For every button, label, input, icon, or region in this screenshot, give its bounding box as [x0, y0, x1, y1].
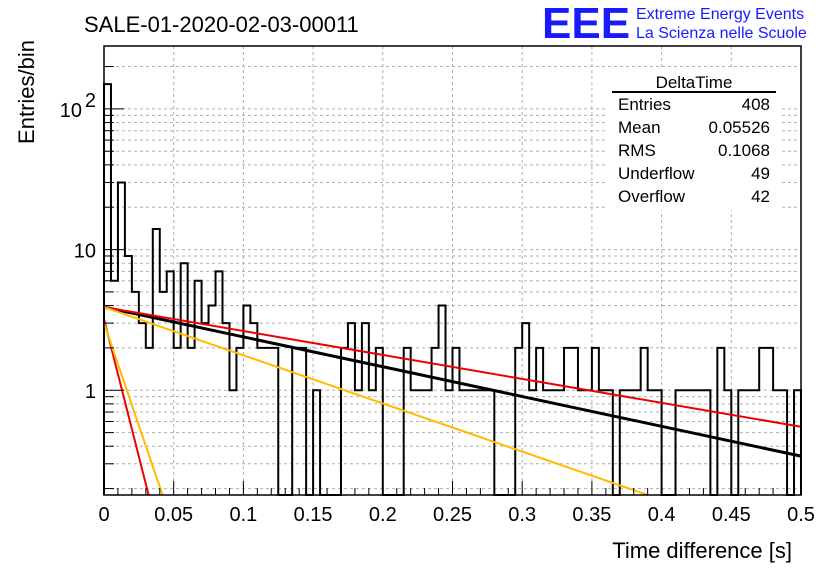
grid-lines [104, 46, 801, 495]
histogram [103, 83, 802, 496]
stats-box-background [606, 70, 782, 210]
logo-line1: Extreme Energy Events [636, 6, 804, 23]
x-tick-label: 0.5 [787, 504, 815, 526]
stats-value: 408 [742, 95, 770, 114]
x-tick-label: 0.45 [712, 504, 751, 526]
logo-line2: La Scienza nelle Scuole [636, 25, 807, 42]
stats-box: DeltaTime Entries 408 Mean 0.05526 RMS 0.1068… [606, 70, 782, 210]
stats-value: 0.05526 [709, 118, 770, 137]
fit-line [103, 306, 802, 428]
x-tick-label: 0.4 [648, 504, 676, 526]
y-axis-label: Entries/bin [14, 40, 39, 144]
stats-value: 49 [751, 164, 770, 183]
fit-line [103, 306, 648, 496]
stats-label: Entries [618, 95, 671, 114]
stats-name: DeltaTime [656, 73, 733, 92]
stats-label: Underflow [618, 164, 695, 183]
x-tick-label: 0.35 [572, 504, 611, 526]
x-axis-label: Time difference [s] [612, 538, 792, 563]
x-tick-label: 0.3 [508, 504, 536, 526]
y-tick-label: 10 [74, 241, 96, 263]
y-tick-label: 10 [60, 100, 82, 122]
stats-label: Mean [618, 118, 661, 137]
fit-curves [103, 305, 802, 496]
x-tick-label: 0.05 [154, 504, 193, 526]
x-tick-label: 0.2 [369, 504, 397, 526]
x-tick-label: 0.15 [294, 504, 333, 526]
fit-line [103, 318, 150, 496]
x-tick-label: 0 [98, 504, 109, 526]
y-tick-label: 1 [85, 381, 96, 403]
x-tick-label: 0.25 [433, 504, 472, 526]
logo-mark: EEE [542, 0, 630, 48]
stats-label: RMS [618, 141, 656, 160]
fit-line [103, 305, 802, 458]
x-tick-label: 0.1 [229, 504, 257, 526]
stats-value: 0.1068 [718, 141, 770, 160]
chart-title: SALE-01-2020-02-03-00011 [84, 12, 359, 37]
eee-logo: EEE Extreme Energy Events La Scienza nel… [542, 0, 807, 48]
x-axis: 0 0.05 0.1 0.15 0.2 0.25 0.3 0.35 0.4 0.45 0.5 [98, 481, 815, 526]
y-tick-exponent: 2 [85, 90, 96, 112]
stats-label: Overflow [618, 187, 686, 206]
fit-line [103, 322, 164, 496]
histogram-outline [103, 83, 802, 496]
stats-value: 42 [751, 187, 770, 206]
